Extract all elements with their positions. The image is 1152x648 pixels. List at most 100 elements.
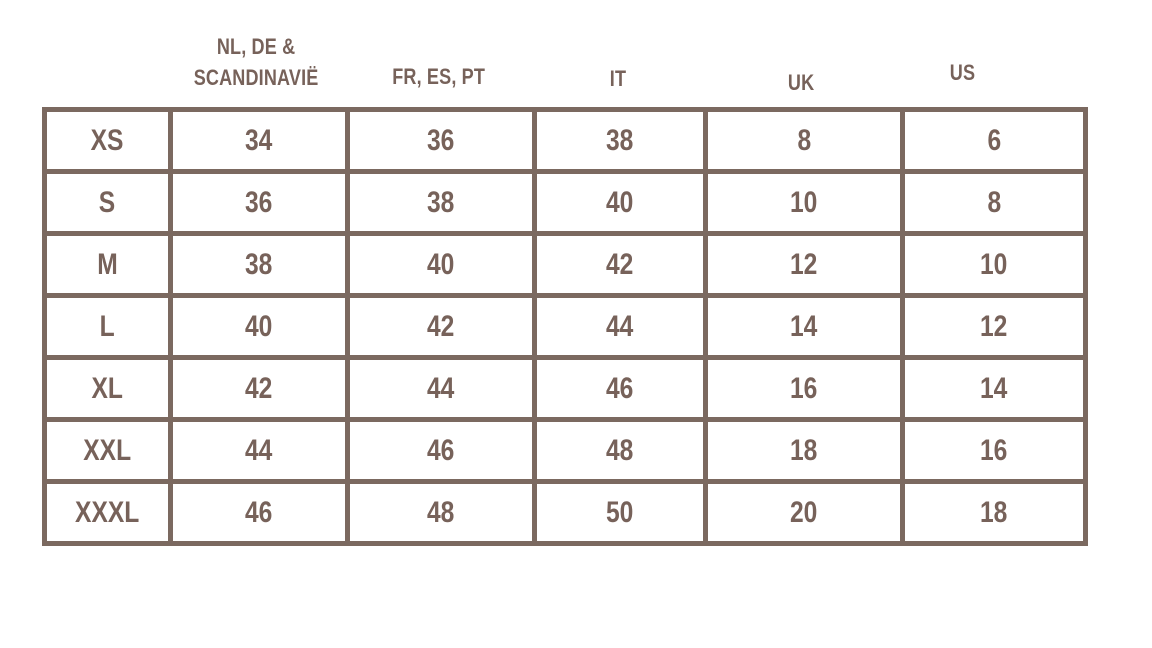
size-label-cell: L — [42, 293, 173, 360]
value-cell-nl: 46 — [168, 479, 350, 546]
value: 14 — [790, 309, 818, 343]
size-label: L — [99, 309, 116, 343]
value-cell-it: 46 — [532, 355, 708, 422]
size-label-cell: S — [42, 169, 173, 236]
size-label-cell: XXL — [42, 417, 173, 484]
value: 42 — [245, 371, 273, 405]
column-header-nl-de-scandinavie-label: NL, DE & SCANDINAVIË — [194, 34, 319, 91]
value-cell-uk: 12 — [703, 231, 905, 298]
value-cell-it: 42 — [532, 231, 708, 298]
value: 12 — [790, 247, 818, 281]
value-cell-us: 12 — [900, 293, 1088, 360]
value-cell-it: 50 — [532, 479, 708, 546]
table-row-m: M 38 40 42 12 10 — [42, 231, 1088, 298]
value: 16 — [980, 433, 1008, 467]
value: 10 — [790, 185, 818, 219]
size-chart-block: NL, DE & SCANDINAVIË FR, ES, PT IT UK US… — [42, 0, 1088, 546]
value-cell-nl: 38 — [168, 231, 350, 298]
value-cell-uk: 16 — [703, 355, 905, 422]
value: 6 — [987, 123, 1001, 157]
value-cell-uk: 20 — [703, 479, 905, 546]
value-cell-fr: 46 — [345, 417, 537, 484]
value: 18 — [980, 495, 1008, 529]
value-cell-us: 16 — [900, 417, 1088, 484]
value-cell-us: 8 — [900, 169, 1088, 236]
value-cell-nl: 42 — [168, 355, 350, 422]
value: 46 — [427, 433, 455, 467]
value: 38 — [606, 123, 634, 157]
value-cell-fr: 42 — [345, 293, 537, 360]
table-row-xxxl: XXXL 46 48 50 20 18 — [42, 479, 1088, 546]
value: 46 — [606, 371, 634, 405]
value-cell-fr: 48 — [345, 479, 537, 546]
table-row-xxl: XXL 44 46 48 18 16 — [42, 417, 1088, 484]
value: 42 — [427, 309, 455, 343]
value: 8 — [797, 123, 811, 157]
value: 48 — [606, 433, 634, 467]
value-cell-it: 40 — [532, 169, 708, 236]
table-row-s: S 36 38 40 10 8 — [42, 169, 1088, 236]
table-row-xl: XL 42 44 46 16 14 — [42, 355, 1088, 422]
value: 38 — [245, 247, 273, 281]
size-label: XL — [91, 371, 124, 405]
value-cell-us: 6 — [900, 107, 1088, 174]
value: 48 — [427, 495, 455, 529]
size-label-cell: XL — [42, 355, 173, 422]
value: 36 — [427, 123, 455, 157]
value: 44 — [245, 433, 273, 467]
value-cell-fr: 36 — [345, 107, 537, 174]
column-header-uk-label: UK — [788, 70, 815, 96]
value-cell-fr: 44 — [345, 355, 537, 422]
value-cell-nl: 36 — [168, 169, 350, 236]
value: 14 — [980, 371, 1008, 405]
value: 20 — [790, 495, 818, 529]
table-row-xs: XS 34 36 38 8 6 — [42, 107, 1088, 174]
size-label: XXL — [83, 433, 132, 467]
size-label: XS — [91, 123, 124, 157]
value-cell-uk: 18 — [703, 417, 905, 484]
size-label: M — [97, 247, 118, 281]
value-cell-nl: 40 — [168, 293, 350, 360]
column-header-fr-es-pt: FR, ES, PT — [345, 62, 532, 107]
value: 34 — [245, 123, 273, 157]
value: 50 — [606, 495, 634, 529]
value: 40 — [606, 185, 634, 219]
value-cell-nl: 44 — [168, 417, 350, 484]
value-cell-us: 18 — [900, 479, 1088, 546]
value-cell-uk: 10 — [703, 169, 905, 236]
value: 44 — [606, 309, 634, 343]
value-cell-uk: 8 — [703, 107, 905, 174]
value: 12 — [980, 309, 1008, 343]
value-cell-us: 14 — [900, 355, 1088, 422]
value-cell-fr: 38 — [345, 169, 537, 236]
size-label-cell: XXXL — [42, 479, 173, 546]
value: 40 — [245, 309, 273, 343]
value-cell-uk: 14 — [703, 293, 905, 360]
column-header-fr-es-pt-label: FR, ES, PT — [392, 64, 485, 90]
size-label: S — [99, 185, 116, 219]
table-row-l: L 40 42 44 14 12 — [42, 293, 1088, 360]
value-cell-it: 38 — [532, 107, 708, 174]
value: 38 — [427, 185, 455, 219]
column-header-uk: UK — [703, 68, 900, 107]
value: 10 — [980, 247, 1008, 281]
column-header-us-label: US — [949, 60, 976, 86]
column-header-it: IT — [532, 64, 703, 107]
column-header-nl-de-scandinavie: NL, DE & SCANDINAVIË — [168, 32, 345, 107]
value-cell-us: 10 — [900, 231, 1088, 298]
size-conversion-table: XS 34 36 38 8 6 S 36 38 40 10 8 M — [42, 107, 1088, 546]
column-headers: NL, DE & SCANDINAVIË FR, ES, PT IT UK US — [42, 0, 1083, 107]
value-cell-fr: 40 — [345, 231, 537, 298]
value: 40 — [427, 247, 455, 281]
value: 36 — [245, 185, 273, 219]
value-cell-it: 48 — [532, 417, 708, 484]
size-label-cell: M — [42, 231, 173, 298]
size-label: XXXL — [75, 495, 140, 529]
value-cell-it: 44 — [532, 293, 708, 360]
column-header-us: US — [900, 58, 1083, 107]
value: 46 — [245, 495, 273, 529]
value: 42 — [606, 247, 634, 281]
value: 16 — [790, 371, 818, 405]
size-label-cell: XS — [42, 107, 173, 174]
